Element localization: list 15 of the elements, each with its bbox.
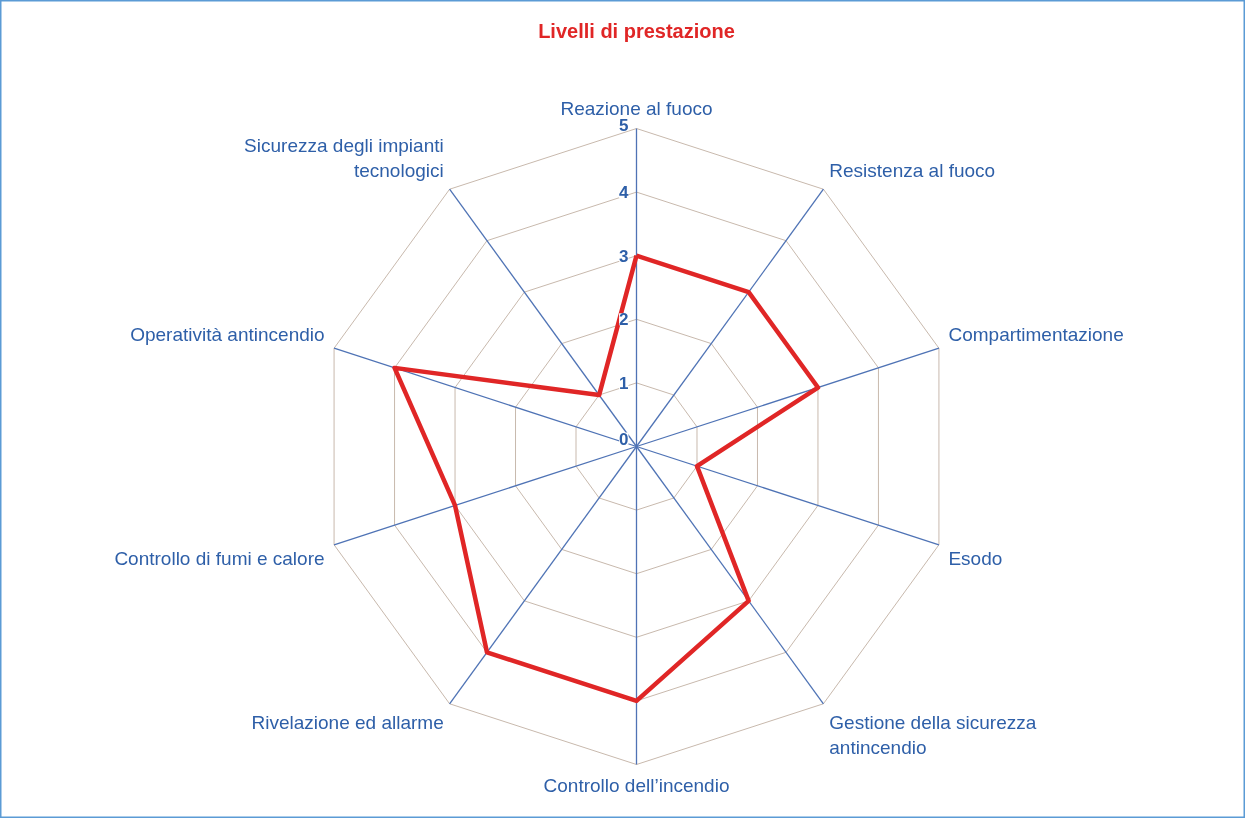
spoke-label: Controllo dell’incendio (543, 774, 730, 796)
y-tick-label: 4 (619, 183, 630, 203)
spoke-label: Rivelazione ed allarme (251, 711, 444, 733)
y-tick-label: 0 (619, 429, 629, 449)
spoke-label: Operatività antincendio (130, 324, 325, 346)
chart-title: Livelli di prestazione (538, 19, 735, 42)
spoke-label: Esodo (948, 547, 1003, 569)
spoke-label: Controllo di fumi e calore (114, 547, 325, 569)
y-tick-label: 2 (619, 310, 629, 330)
spoke-label: Resistenza al fuoco (829, 160, 996, 182)
spoke-label: Gestione della sicurezza antincendio (829, 711, 1037, 759)
y-tick-label: 3 (619, 246, 629, 266)
spoke-label: Sicurezza degli impianti tecnologici (244, 134, 444, 182)
y-tick-label: 1 (619, 373, 629, 393)
spoke-label: Compartimentazione (948, 324, 1124, 346)
